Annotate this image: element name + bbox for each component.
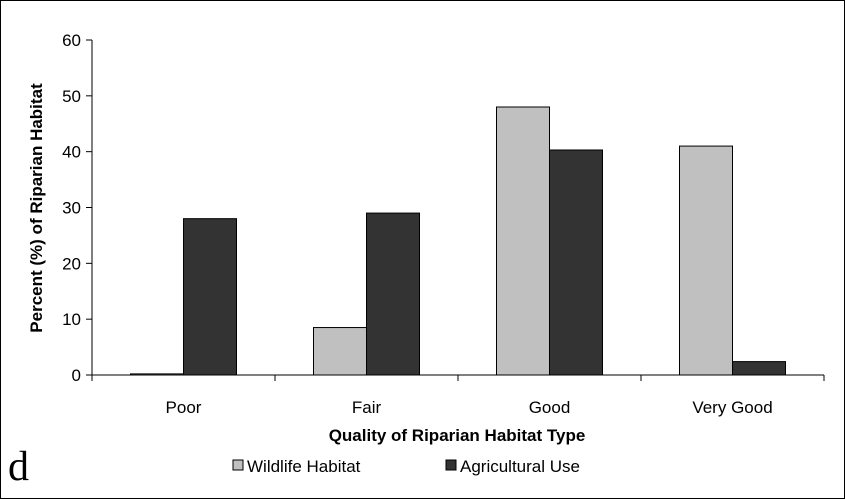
y-axis-title: Percent (%) of Riparian Habitat [27, 83, 46, 333]
bar-1-2 [549, 149, 603, 376]
legend-swatch [445, 459, 457, 471]
legend: Wildlife Habitat Agricultural Use [232, 457, 580, 476]
bar-1-3 [732, 361, 786, 376]
y-tick-label: 40 [62, 143, 81, 162]
y-tick-label: 30 [62, 199, 81, 218]
y-tick-label: 0 [72, 366, 81, 385]
y-tick-label: 60 [62, 31, 81, 50]
y-tick-label: 20 [62, 254, 81, 273]
x-tick-label: Very Good [692, 398, 772, 417]
y-tick-label: 50 [62, 87, 81, 106]
bar-0-3 [679, 145, 733, 376]
x-axis: Poor Fair Good Very Good [91, 374, 825, 417]
legend-swatch [232, 459, 244, 471]
legend-label: Wildlife Habitat [247, 457, 361, 476]
y-axis: 0 10 20 30 40 50 60 [62, 31, 93, 385]
y-tick-label: 10 [62, 310, 81, 329]
bar-0-0 [130, 373, 184, 376]
x-axis-title: Quality of Riparian Habitat Type [329, 426, 586, 445]
legend-label: Agricultural Use [460, 457, 580, 476]
x-tick-label: Poor [166, 398, 202, 417]
panel-letter: d [8, 444, 29, 490]
bar-1-0 [183, 218, 237, 376]
bars [130, 106, 786, 376]
bar-1-1 [366, 212, 420, 376]
x-tick-label: Good [529, 398, 571, 417]
x-tick-label: Fair [352, 398, 382, 417]
bar-0-1 [313, 327, 367, 376]
bar-0-2 [496, 106, 550, 376]
